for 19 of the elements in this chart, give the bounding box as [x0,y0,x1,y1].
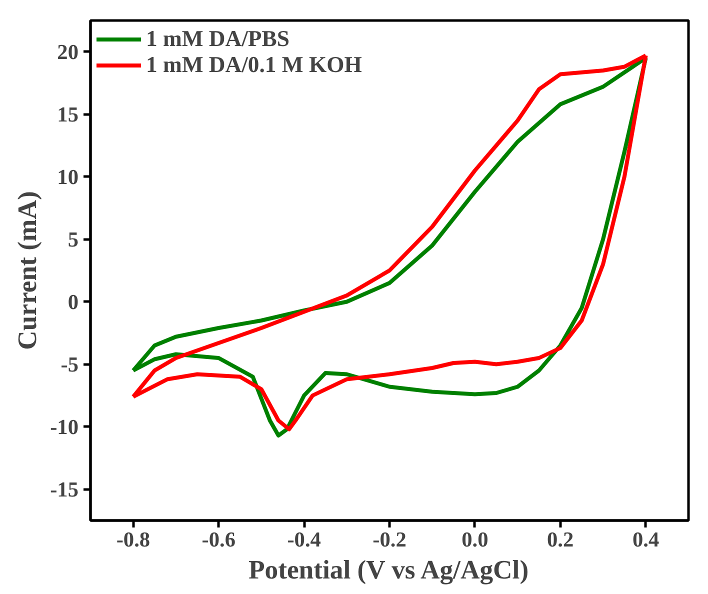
y-tick-label: 10 [57,164,78,189]
legend-label: 1 mM DA/0.1 M KOH [146,52,362,78]
x-tick-label: -0.8 [116,528,150,552]
y-tick-label: 15 [57,102,78,126]
y-tick-label: 5 [68,227,79,252]
x-axis-title: Potential (V vs Ag/AgCl) [248,554,529,584]
x-tick-label: 0.4 [632,528,660,552]
y-tick-label: -5 [60,352,79,376]
y-axis-title: Current (mA) [12,191,42,350]
x-tick-label: -0.2 [372,528,406,552]
x-tick-label: -0.6 [202,528,236,552]
y-tick-label: -10 [50,414,79,439]
x-tick-label: -0.4 [287,528,322,552]
y-tick-label: 20 [57,40,78,64]
x-tick-label: 0.2 [547,528,574,552]
y-tick-label: -15 [50,477,79,502]
x-tick-label: 0.0 [462,528,488,552]
legend-label: 1 mM DA/PBS [146,26,290,52]
y-tick-label: 0 [68,290,79,314]
